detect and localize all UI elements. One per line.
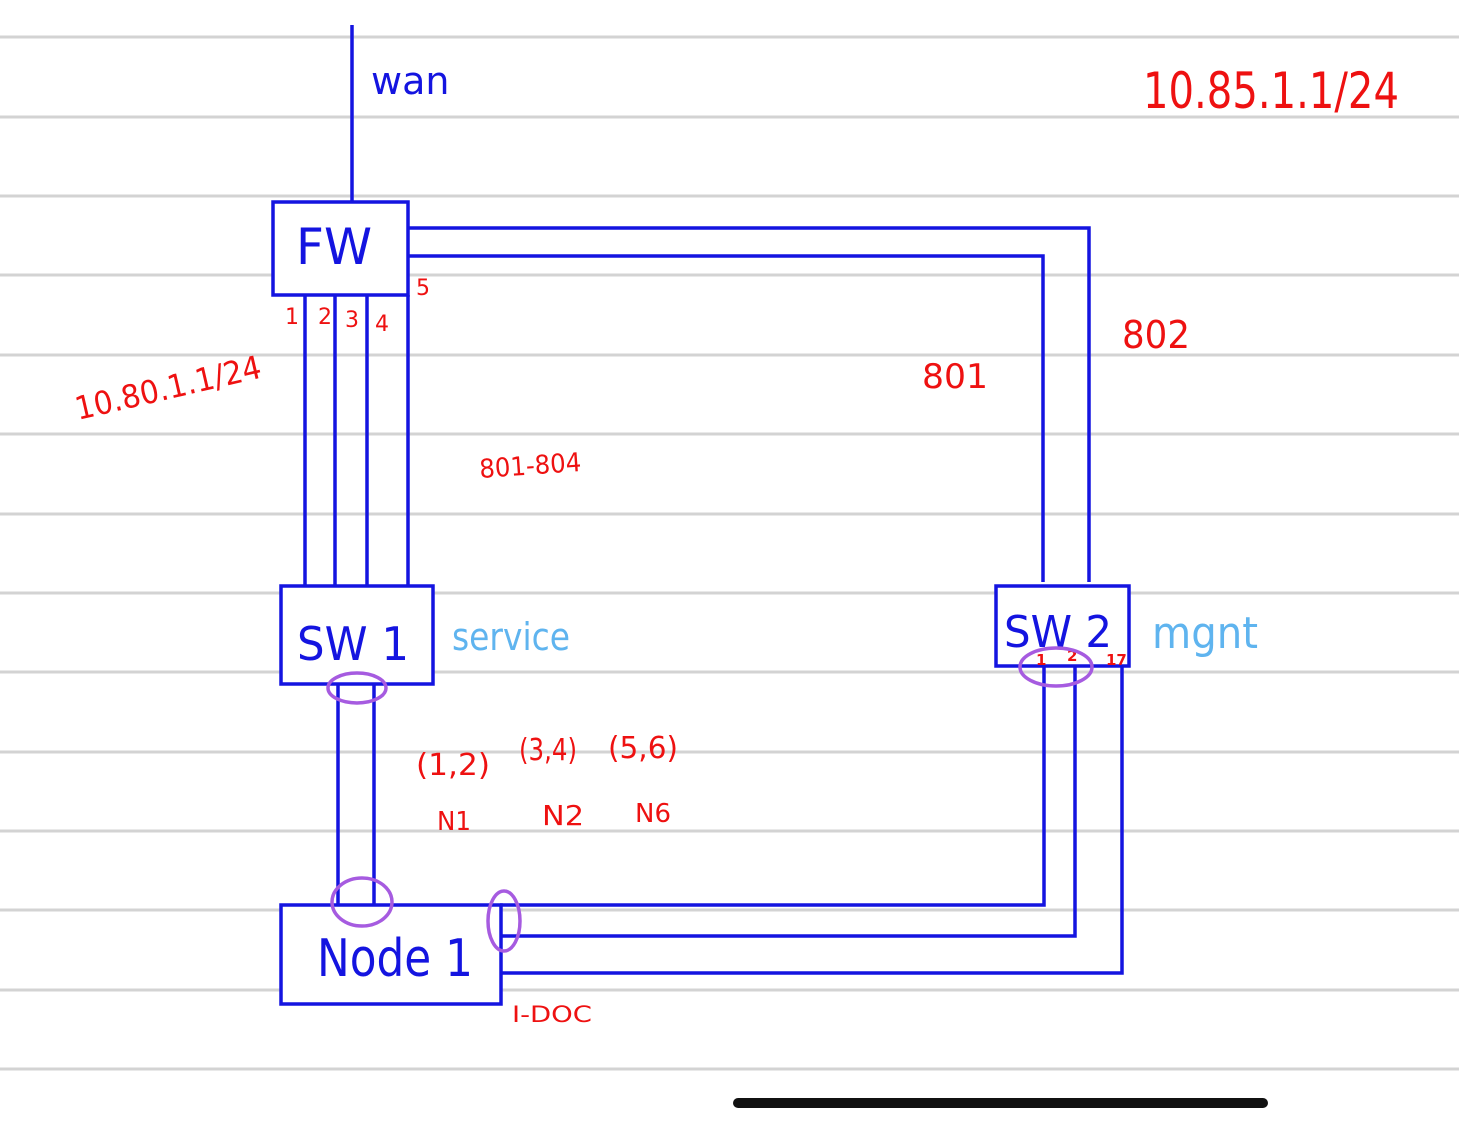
fw-port-4: 4 (375, 312, 389, 337)
sw2-label: SW 2 (1004, 607, 1112, 658)
vlan-801: 801 (922, 357, 988, 397)
home-indicator[interactable] (733, 1098, 1268, 1108)
fw-port-2: 2 (318, 305, 332, 330)
sw1-role-label: service (452, 615, 570, 659)
sw2-node1-link-2 (500, 666, 1077, 938)
node-pair-3: (5,6) (608, 731, 678, 766)
sw1-device: SW 1 (279, 584, 435, 686)
node1-device: Node 1 (279, 903, 503, 1006)
fw-sw2-link-802 (408, 226, 1091, 582)
node-name-1: N1 (437, 807, 471, 837)
node-note: I-DOC (512, 1003, 592, 1028)
node1-label: Node 1 (317, 929, 473, 989)
sw2-role-label: mgnt (1152, 608, 1258, 659)
fw-port-5: 5 (416, 276, 430, 301)
node-pair-1: (1,2) (416, 748, 490, 783)
ip-top-right: 10.85.1.1/24 (1143, 62, 1399, 120)
sw2-node1-link-1 (500, 666, 1046, 907)
sw2-port-1: 1 (1036, 651, 1046, 669)
sw1-bottom-ports-highlight (326, 671, 388, 705)
sw2-port-17: 17 (1106, 651, 1127, 669)
node1-top-ports-highlight (330, 876, 394, 928)
fw-label: FW (296, 218, 372, 276)
fw-port-1: 1 (285, 305, 299, 330)
ip-left: 10.80.1.1/24 (71, 348, 265, 428)
sw2-port-2: 2 (1067, 647, 1077, 665)
vlan-range: 801-804 (478, 448, 582, 485)
sw2-node1-link-17 (500, 666, 1124, 975)
sw2-device: SW 2 (994, 584, 1131, 668)
sw1-label: SW 1 (297, 617, 409, 671)
node1-right-ports-highlight (486, 889, 522, 953)
node-pair-2: (3,4) (519, 733, 577, 768)
vlan-802: 802 (1122, 313, 1190, 357)
fw-device: FW (271, 200, 410, 297)
wan-label: wan (371, 59, 449, 103)
fw-port-3: 3 (345, 308, 359, 333)
fw-sw2-link-801 (408, 254, 1045, 582)
sw2-bottom-ports-highlight (1018, 646, 1094, 688)
node-name-2: N2 (542, 799, 584, 832)
paper-rules (0, 35, 1459, 1071)
node-name-3: N6 (635, 799, 671, 829)
